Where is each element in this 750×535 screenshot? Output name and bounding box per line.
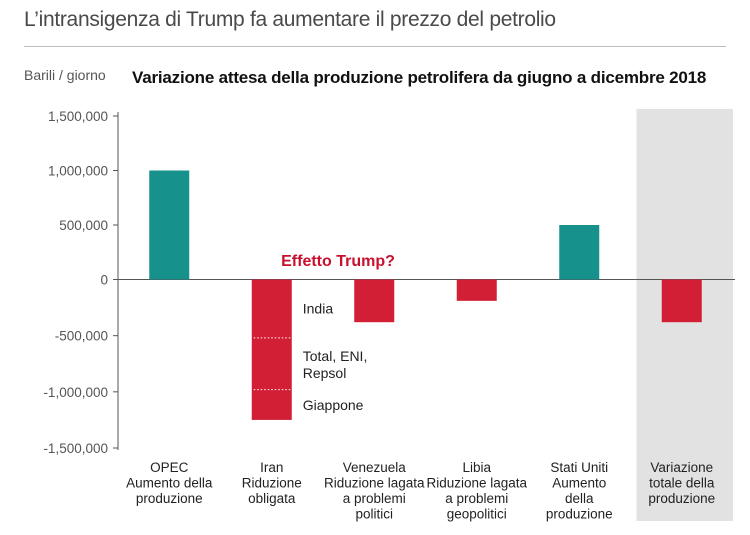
x-category-label: Venezuela Riduzione lagata a problemi polit…: [324, 460, 425, 522]
bar-4: [456, 279, 497, 301]
y-tick-label: -1,500,000: [43, 441, 108, 456]
x-category-label: Stati Uniti Aumento della produzione: [546, 460, 613, 522]
trump-effect-label: Effetto Trump?: [281, 253, 395, 270]
iran-segment-label: Total, ENI, Repsol: [303, 348, 368, 381]
y-tick-label: -1,000,000: [43, 385, 108, 400]
iran-segment-label: India: [303, 301, 334, 317]
bar-2: [251, 279, 292, 420]
x-category-label: Variazione totale della produzione: [648, 460, 715, 506]
iran-segment-label: Giappone: [303, 397, 364, 413]
y-tick-label: 1,500,000: [48, 109, 108, 124]
page-title: L’intransigenza di Trump fa aumentare il…: [24, 8, 556, 31]
y-tick-label: 0: [100, 273, 108, 288]
bar-6: [661, 279, 702, 323]
header-divider: [24, 46, 726, 47]
y-axis-unit-label: Barili / giorno: [24, 67, 106, 83]
x-category-label: Iran Riduzione obligata: [242, 460, 302, 506]
y-tick-label: 500,000: [59, 218, 108, 233]
bar-3: [354, 279, 395, 323]
bar-1: [149, 170, 190, 280]
x-category-label: Libia Riduzione lagata a problemi geopoliti…: [426, 460, 527, 522]
bar-5: [559, 225, 600, 280]
y-tick-label: -500,000: [55, 329, 108, 344]
x-category-label: OPEC Aumento della produzione: [126, 460, 213, 506]
y-tick-label: 1,000,000: [48, 164, 108, 179]
chart-title: Variazione attesa della produzione petro…: [132, 68, 707, 87]
